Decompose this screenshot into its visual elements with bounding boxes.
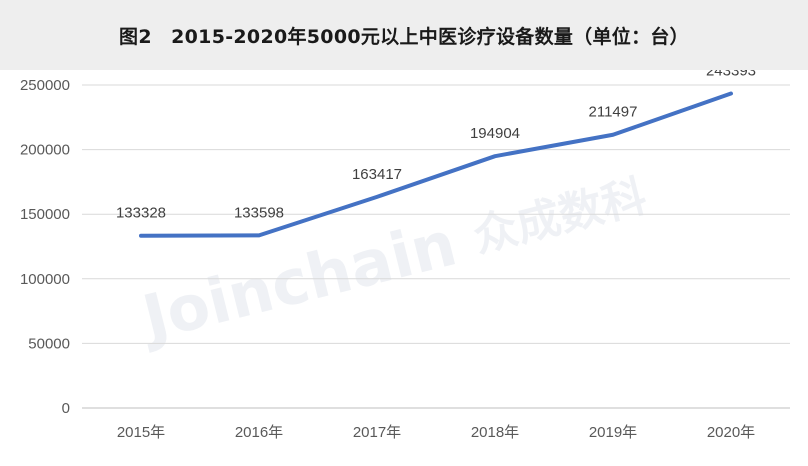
watermark-cn: 众成数科 <box>468 171 651 263</box>
y-tick-label: 0 <box>62 400 70 417</box>
data-label: 133328 <box>116 205 166 222</box>
y-tick-label: 250000 <box>20 77 70 94</box>
data-label: 243393 <box>706 70 756 80</box>
chart-area: Joinchain 众成数科 0 50000 100000 150000 200000 2… <box>0 63 808 462</box>
series-line <box>139 91 733 238</box>
data-label: 163417 <box>352 166 402 183</box>
data-label: 133598 <box>234 204 284 221</box>
data-label: 194904 <box>470 125 520 142</box>
chart-title: 图2 2015-2020年5000元以上中医诊疗设备数量（单位：台） <box>119 25 689 48</box>
x-tick-label: 2020年 <box>707 424 755 441</box>
x-tick-label: 2017年 <box>353 424 401 441</box>
chart-title-bar: 图2 2015-2020年5000元以上中医诊疗设备数量（单位：台） <box>0 0 808 70</box>
y-tick-label: 50000 <box>28 335 70 352</box>
watermark-brand: Joinchain <box>132 207 463 356</box>
y-tick-label: 200000 <box>20 142 70 159</box>
data-label: 211497 <box>589 104 638 121</box>
x-tick-label: 2019年 <box>589 424 637 441</box>
y-tick-label: 100000 <box>20 271 70 288</box>
x-tick-label: 2018年 <box>471 424 519 441</box>
watermark: Joinchain 众成数科 <box>132 171 651 356</box>
x-tick-label: 2015年 <box>117 424 165 441</box>
y-tick-label: 150000 <box>20 206 70 223</box>
line-chart: Joinchain 众成数科 0 50000 100000 150000 200000 2… <box>20 63 790 441</box>
x-tick-label: 2016年 <box>235 424 283 441</box>
